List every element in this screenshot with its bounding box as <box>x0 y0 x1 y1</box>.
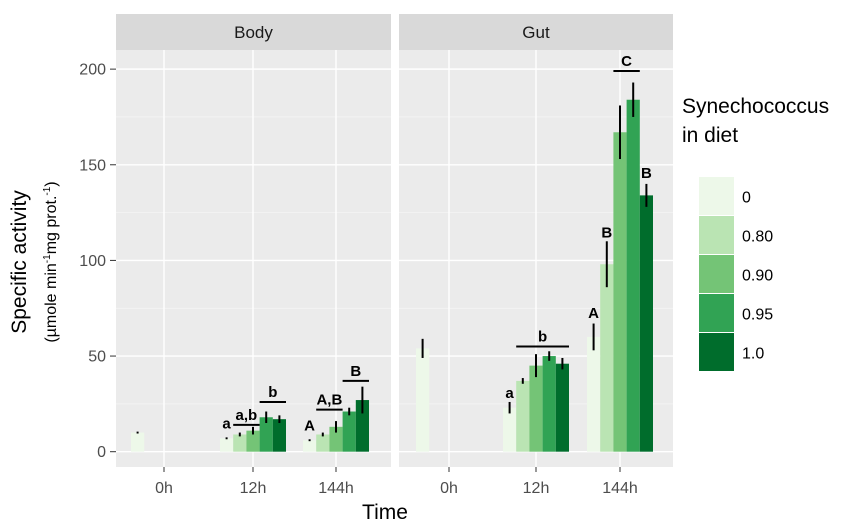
significance-label: B <box>350 363 361 380</box>
legend-swatch <box>699 294 734 332</box>
bar <box>316 434 330 452</box>
bar <box>613 132 627 452</box>
y-tick-label: 50 <box>88 349 106 366</box>
y-axis-units: (µmole min-1mg prot.-1) <box>42 181 60 342</box>
x-tick-label: 0h <box>155 480 173 497</box>
facet-strip-body <box>116 14 391 50</box>
legend-swatch <box>699 255 734 293</box>
bar <box>220 438 234 452</box>
y-tick-label: 0 <box>97 444 106 461</box>
bar <box>303 440 317 452</box>
legend: Synechococcus in diet 0 0.80 0.90 0.95 1.0 <box>682 95 829 371</box>
y-axis-title-group: Specific activity (µmole min-1mg prot.-1) <box>8 181 60 342</box>
bar <box>259 417 273 452</box>
legend-label: 1.0 <box>742 346 764 363</box>
significance-label: a <box>505 385 514 402</box>
y-tick-label: 150 <box>79 157 106 174</box>
bar <box>626 99 640 452</box>
significance-label: A <box>304 418 315 435</box>
y-axis-units-prefix: (µmole min <box>43 263 60 342</box>
bar <box>639 195 653 452</box>
significance-label: B <box>641 165 652 182</box>
bar <box>131 432 145 452</box>
bar <box>555 363 569 452</box>
axes: Specific activity (µmole min-1mg prot.-1)… <box>8 62 638 524</box>
bar <box>272 419 286 452</box>
y-axis-units-sup1: -1 <box>42 254 53 263</box>
legend-label: 0.95 <box>742 307 773 324</box>
bar <box>587 336 601 452</box>
error-bars <box>136 82 648 442</box>
facet-label: Gut <box>522 23 550 42</box>
legend-title-line1: Synechococcus <box>682 95 829 118</box>
significance-label: b <box>268 384 277 401</box>
significance-label: A,B <box>316 392 342 409</box>
legend-title-line2: in diet <box>682 124 738 147</box>
y-axis-units-mid: mg prot. <box>43 196 60 255</box>
bar <box>600 264 614 452</box>
x-tick-label: 12h <box>523 480 550 497</box>
bar <box>503 407 517 452</box>
significance-label: a,b <box>236 407 258 424</box>
significance-label: C <box>621 53 632 70</box>
legend-label: 0 <box>742 190 751 207</box>
bar <box>355 400 369 452</box>
bar <box>542 356 556 452</box>
y-tick-label: 100 <box>79 253 106 270</box>
legend-swatch <box>699 216 734 254</box>
bar <box>233 434 247 452</box>
x-tick-label: 144h <box>602 480 638 497</box>
y-axis-units-suffix: ) <box>43 181 60 186</box>
significance-label: b <box>538 328 547 345</box>
x-tick-label: 144h <box>318 480 354 497</box>
facet-strip-gut <box>399 14 673 50</box>
y-tick-label: 200 <box>79 62 106 79</box>
legend-label: 0.80 <box>742 229 773 246</box>
significance-label: a <box>222 416 231 433</box>
bar <box>516 380 530 452</box>
legend-label: 0.90 <box>742 268 773 285</box>
bar <box>342 411 356 452</box>
facet-label: Body <box>234 23 273 42</box>
bar <box>416 348 430 452</box>
bar <box>529 365 543 452</box>
bar <box>329 426 343 452</box>
bars <box>131 99 653 452</box>
x-tick-label: 0h <box>440 480 458 497</box>
x-tick-label: 12h <box>240 480 267 497</box>
significance-label: A <box>588 305 599 322</box>
y-axis-units-sup2: -1 <box>42 186 53 195</box>
significance-label: B <box>601 224 612 241</box>
legend-swatch <box>699 333 734 371</box>
legend-swatch <box>699 177 734 215</box>
y-axis-title: Specific activity <box>8 190 31 334</box>
bar <box>246 430 260 452</box>
x-axis-title: Time <box>362 501 408 523</box>
